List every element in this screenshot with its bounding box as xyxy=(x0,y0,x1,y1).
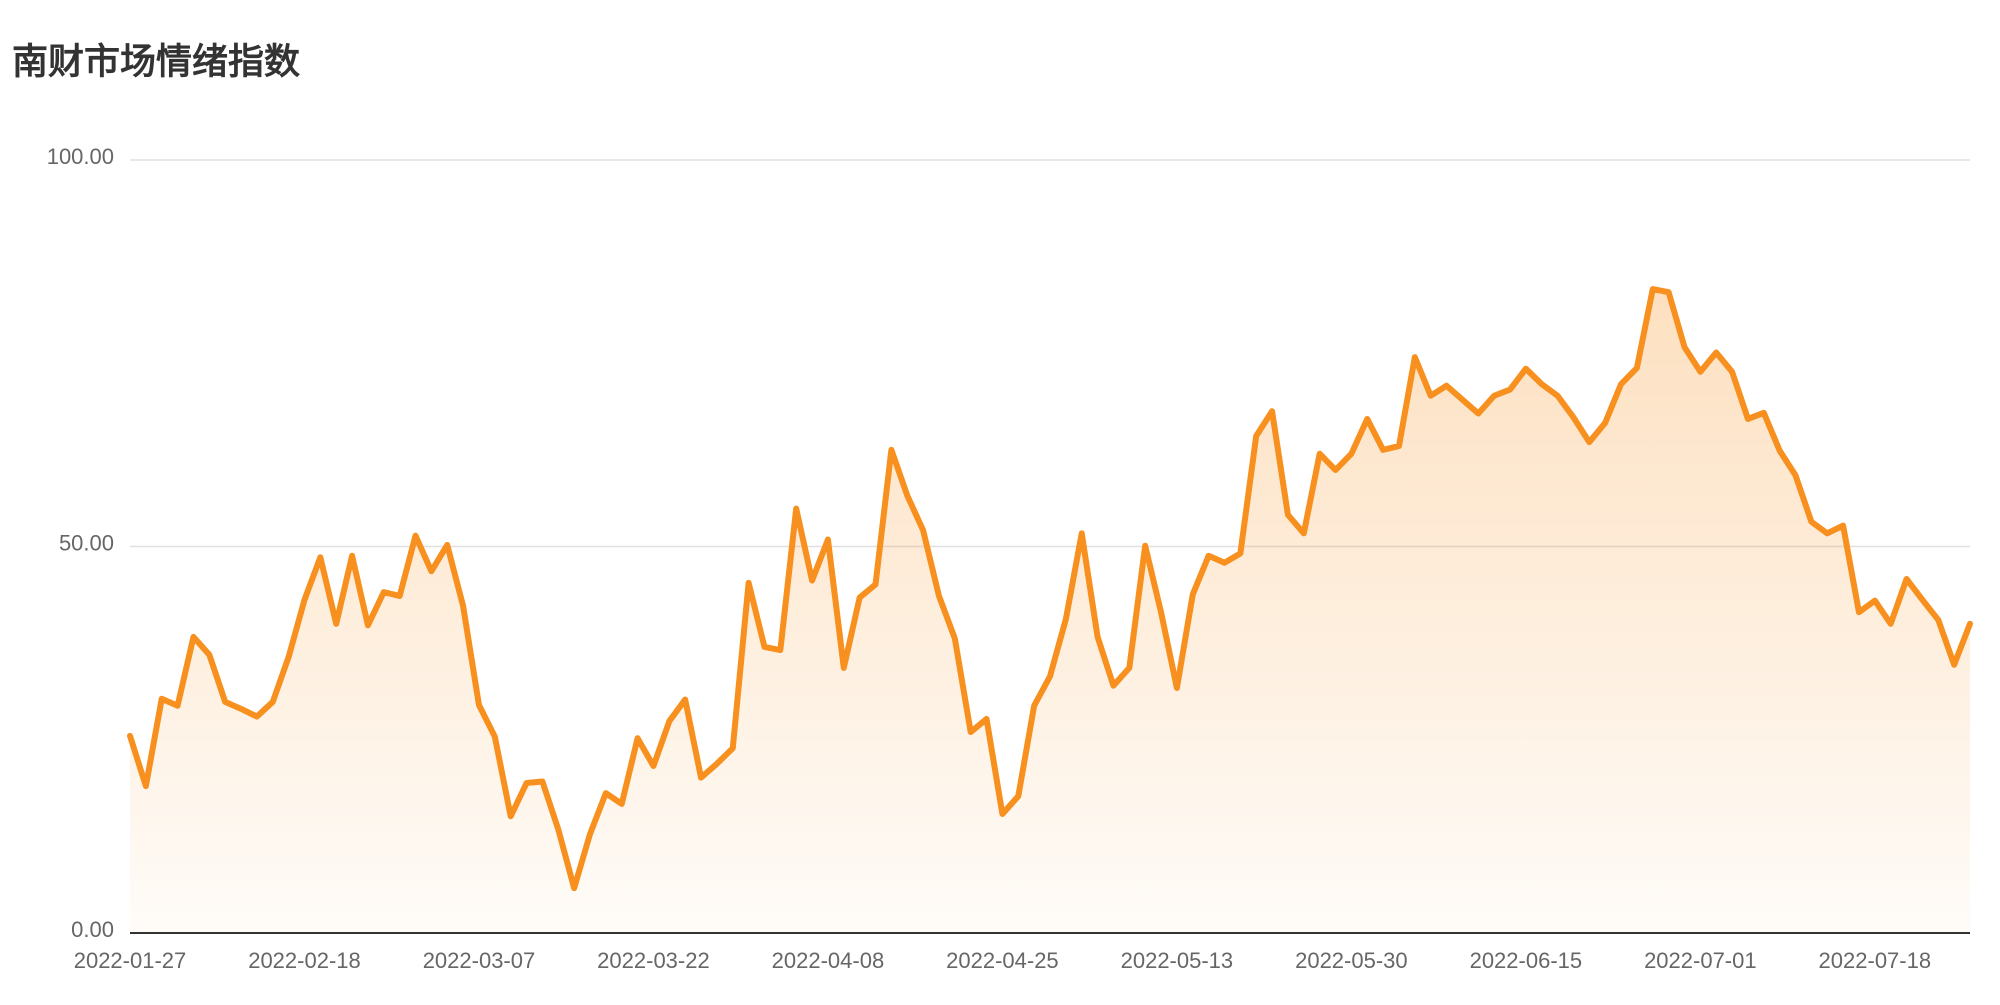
area xyxy=(130,289,1970,934)
y-tick-label: 50.00 xyxy=(59,530,114,555)
x-tick-label: 2022-02-18 xyxy=(248,948,361,973)
x-tick-label: 2022-05-13 xyxy=(1121,948,1234,973)
x-tick-label: 2022-03-22 xyxy=(597,948,710,973)
y-tick-label: 0.00 xyxy=(71,917,114,942)
x-tick-label: 2022-07-01 xyxy=(1644,948,1757,973)
x-tick-label: 2022-05-30 xyxy=(1295,948,1408,973)
chart-title: 南财市场情绪指数 xyxy=(12,41,300,82)
x-tick-label: 2022-04-25 xyxy=(946,948,1059,973)
line xyxy=(127,286,1973,892)
y-tick-label: 100.00 xyxy=(47,144,114,169)
x-tick-label: 2022-04-08 xyxy=(772,948,885,973)
x-tick-label: 2022-07-18 xyxy=(1819,948,1932,973)
x-tick-label: 2022-03-07 xyxy=(423,948,536,973)
x-tick-label: 2022-06-15 xyxy=(1470,948,1583,973)
x-tick-label: 2022-01-27 xyxy=(74,948,187,973)
